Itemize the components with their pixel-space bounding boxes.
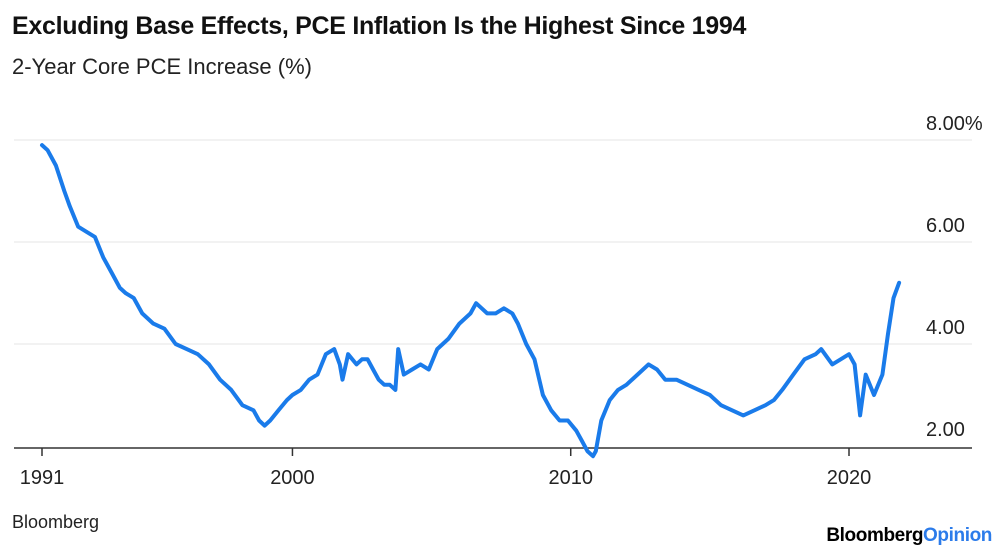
- x-tick-label: 2000: [270, 467, 315, 489]
- chart-title: Excluding Base Effects, PCE Inflation Is…: [12, 12, 747, 40]
- x-tick-label: 2020: [827, 467, 872, 489]
- logo-bold-text: Bloomberg: [826, 525, 924, 546]
- x-tick-label: 1991: [20, 467, 65, 489]
- bloomberg-opinion-logo: BloombergOpinion: [826, 525, 992, 547]
- source-label: Bloomberg: [12, 512, 100, 532]
- x-axis: 1991 2000 2010 2020: [14, 447, 972, 489]
- chart-subtitle: 2-Year Core PCE Increase (%): [12, 54, 312, 79]
- y-tick-label: 6.00: [926, 215, 965, 237]
- y-axis-labels: 2.00 4.00 6.00 8.00%: [926, 113, 983, 441]
- series-layer: [40, 143, 902, 459]
- y-tick-label: 4.00: [926, 317, 965, 339]
- series-line-0: [40, 143, 902, 459]
- logo-accent-text: Opinion: [923, 525, 992, 546]
- y-tick-label: 8.00%: [926, 113, 983, 135]
- x-tick-label: 2010: [548, 467, 593, 489]
- y-tick-label: 2.00: [926, 419, 965, 441]
